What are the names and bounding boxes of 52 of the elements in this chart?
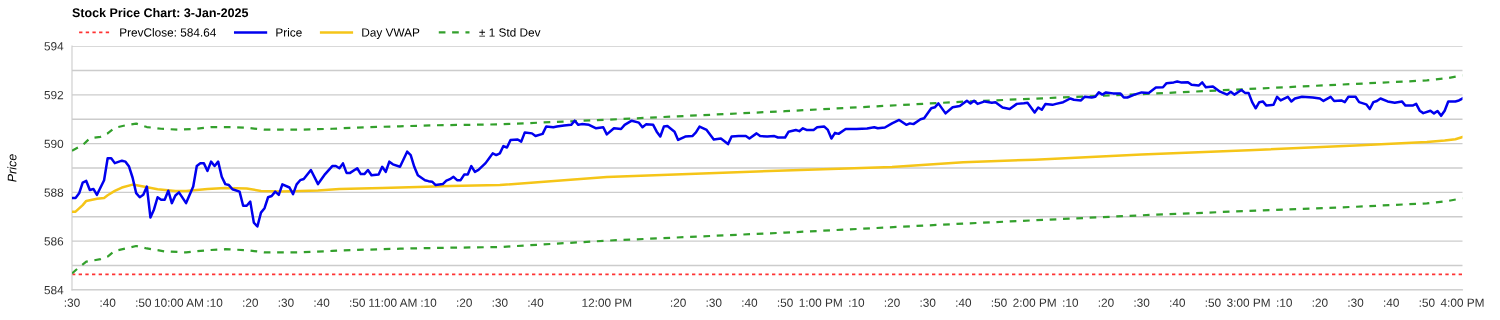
x-tick-label: :10 [207,298,223,307]
y-tick-label: 588 [44,188,64,197]
legend-label: Day VWAP [362,28,420,39]
y-tick-label: 592 [44,90,64,100]
line-series [72,135,1463,213]
x-tick-label: :50 [136,298,152,307]
chart-title: Stock Price Chart: 3-Jan-2025 [72,8,249,18]
x-tick-label: :20 [457,298,472,307]
x-tick-label: 10:00 AM [154,298,203,307]
x-tick-label: 3:00 PM [1227,298,1270,307]
x-tick-label: 11:00 AM [369,298,417,307]
x-tick-label: :20 [884,298,900,307]
x-tick-label: :40 [742,298,758,307]
y-tick-label: 584 [44,285,64,295]
x-tick-label: 2:00 PM [1013,298,1056,307]
y-axis-title: Price [7,154,17,182]
x-tick-label: :20 [1098,298,1114,307]
x-tick-label: 1:00 PM [799,298,842,307]
x-tick-label: :30 [1134,298,1150,307]
x-tick-label: :30 [920,298,936,307]
x-tick-label: :50 [991,298,1007,307]
x-tick-label: :50 [350,298,365,307]
x-tick-label: :50 [1419,298,1435,307]
x-tick-label: :10 [1063,298,1079,307]
x-tick-label: :40 [100,298,116,307]
y-tick-label: 594 [44,42,64,51]
x-tick-label: 12:00 PM [582,298,632,307]
x-tick-label: :10 [1277,298,1292,307]
y-tick-label: 590 [44,139,64,149]
x-tick-label: :40 [956,298,972,307]
line-series [72,80,1463,228]
legend-label: Price [276,27,302,37]
x-tick-label: :40 [314,298,330,307]
x-tick-label: :30 [64,298,80,307]
legend-label: PrevClose: 584.64 [120,27,216,37]
x-tick-label: :50 [777,298,793,307]
x-tick-label: :30 [492,298,508,307]
x-tick-label: :20 [1312,298,1328,307]
x-tick-label: :50 [1205,298,1221,307]
legend-label: ± 1 Std Dev [479,27,541,37]
x-tick-label: :30 [1348,298,1364,307]
x-tick-label: :20 [243,298,259,307]
x-tick-label: :40 [1170,298,1186,307]
x-tick-label: :10 [849,298,865,307]
x-tick-label: :30 [278,298,294,307]
x-tick-label: :40 [528,298,544,307]
x-tick-label: :10 [421,298,437,307]
x-tick-label: :30 [706,298,722,307]
x-tick-label: :20 [670,298,686,307]
x-tick-label: 4:00 PM [1440,298,1484,307]
x-tick-label: :40 [1384,298,1399,307]
y-tick-label: 586 [44,237,64,246]
